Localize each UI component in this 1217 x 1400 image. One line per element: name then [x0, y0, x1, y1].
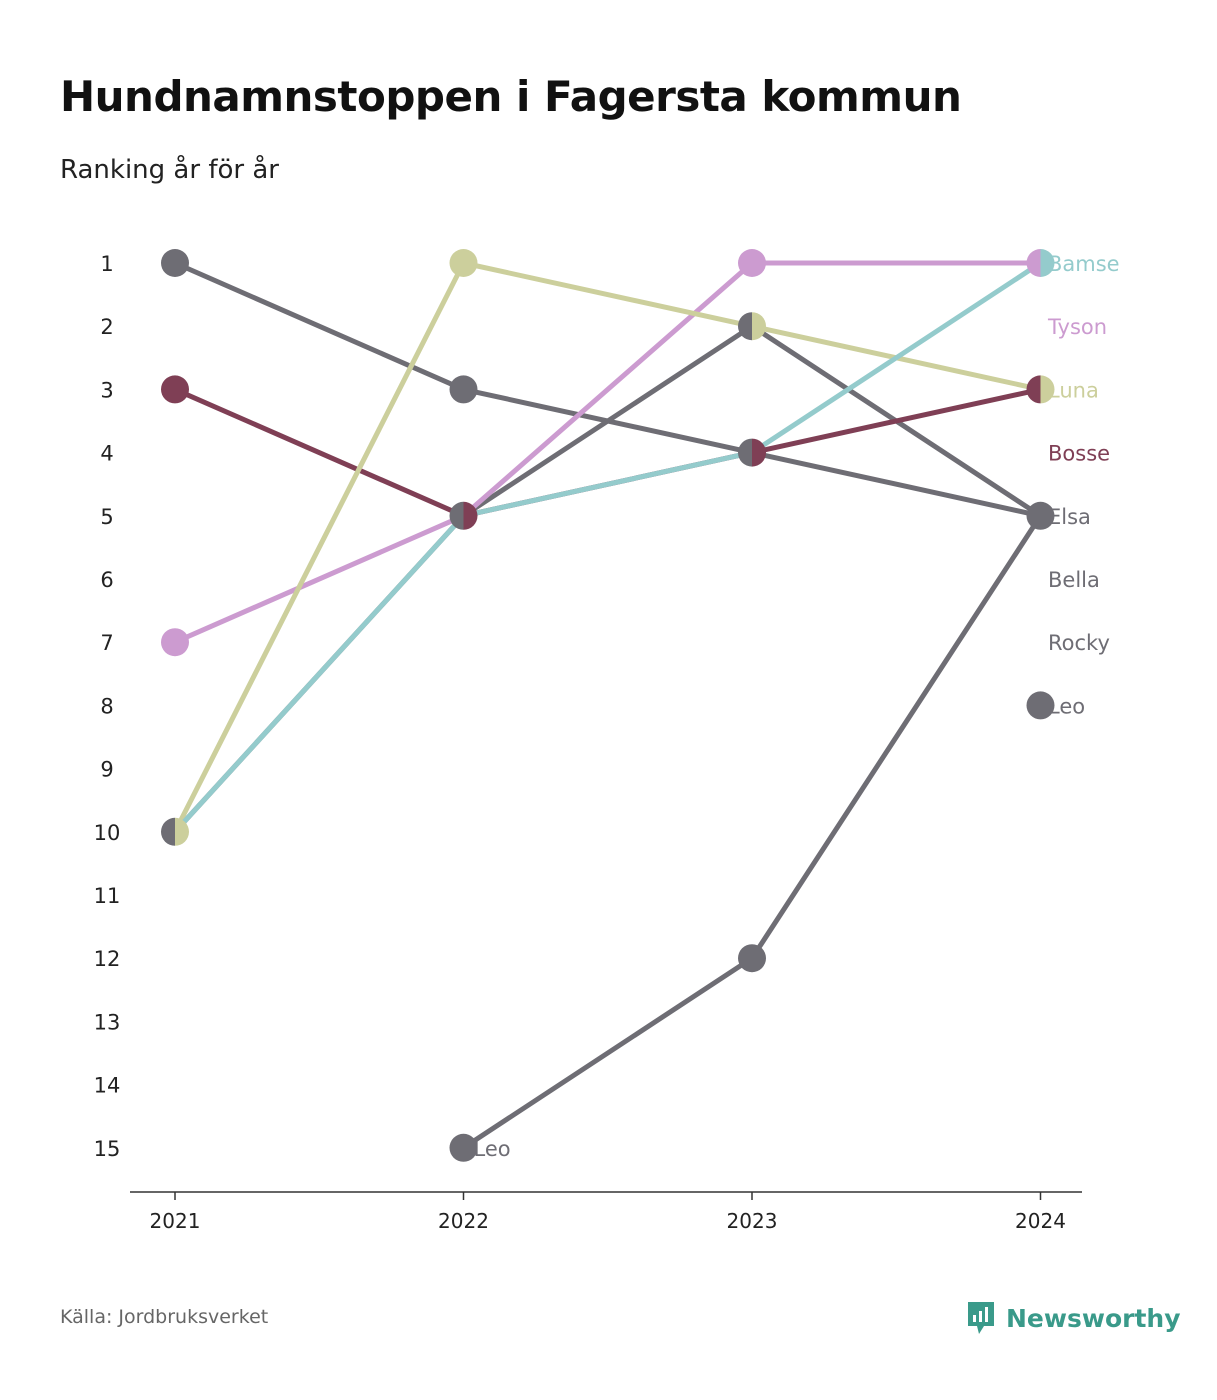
- marker-2023-rocky-luna-right-half: [752, 312, 766, 341]
- x-tick-label: 2024: [1015, 1209, 1066, 1233]
- brand-name: Newsworthy: [1006, 1303, 1181, 1333]
- x-tick-label: 2021: [150, 1209, 201, 1233]
- marker-2021-rocky-luna-bamse[interactable]: [161, 817, 190, 846]
- marker-2021-rocky-luna-bamse-right-half: [175, 817, 190, 846]
- bump-chart: BamseTysonLunaBosseElsaBellaRockyLeoLeo …: [94, 249, 1120, 1233]
- y-tick-label: 6: [100, 568, 113, 592]
- marker-2023-elsa[interactable]: [738, 944, 766, 973]
- marker-2022-bella[interactable]: [449, 375, 478, 404]
- y-tick-label: 8: [100, 694, 113, 718]
- marker-2022-elsa[interactable]: [449, 1133, 478, 1162]
- marker-2021-bella[interactable]: [161, 249, 189, 277]
- end-label-bosse: Bosse: [1048, 442, 1110, 466]
- series-line-tyson: [172, 260, 1043, 645]
- marker-2021-tyson[interactable]: [161, 628, 189, 657]
- marker-2023-rocky-luna[interactable]: [738, 312, 766, 341]
- end-label-luna: Luna: [1048, 378, 1099, 402]
- y-tick-label: 15: [94, 1137, 121, 1161]
- marker-2024-bosse-luna[interactable]: [1026, 375, 1055, 404]
- marker-2022-rocky-bosse-tyson-bamse-right-half: [463, 501, 478, 530]
- marker-2021-bosse[interactable]: [161, 375, 189, 404]
- series-line-elsa: [461, 513, 1043, 1151]
- end-label-bamse: Bamse: [1048, 252, 1120, 276]
- marker-2022-luna[interactable]: [449, 249, 478, 277]
- marker-2023-rocky-luna-left-half: [738, 312, 752, 341]
- y-tick-label: 14: [94, 1074, 121, 1098]
- series-lines: [172, 260, 1043, 1151]
- y-tick-label: 13: [94, 1010, 121, 1034]
- marker-2023-bella-bosse-bamse-right-half: [752, 438, 766, 467]
- chart-title: Hundnamnstoppen i Fagersta kommun: [60, 72, 962, 121]
- marker-2023-tyson[interactable]: [738, 249, 766, 277]
- y-tick-label: 2: [100, 315, 113, 339]
- y-tick-label: 5: [100, 505, 113, 529]
- series-line-bosse: [172, 386, 1043, 519]
- marker-2023-bella-bosse-bamse[interactable]: [738, 438, 766, 467]
- end-label-rocky: Rocky: [1048, 631, 1110, 655]
- y-tick-label: 1: [100, 252, 113, 276]
- y-tick-label: 12: [94, 947, 121, 971]
- series-markers: [161, 249, 1055, 1162]
- marker-2024-bosse-luna-left-half: [1026, 375, 1041, 404]
- marker-2024-bosse-luna-right-half: [1040, 375, 1055, 404]
- series-labels: Bamse Tyson Luna Bosse Elsa Bella Rocky Leo Leo: [474, 252, 1120, 1161]
- y-tick-label: 4: [100, 442, 113, 466]
- marker-2024-tyson-bamse[interactable]: [1026, 249, 1055, 277]
- end-label-tyson: Tyson: [1047, 315, 1107, 339]
- marker-2024-bella-rocky-elsa[interactable]: [1026, 501, 1055, 530]
- end-label-elsa: Elsa: [1048, 505, 1091, 529]
- series-line-bamse: [172, 260, 1043, 835]
- chart-subtitle: Ranking år för år: [60, 155, 279, 185]
- y-tick-label: 9: [100, 758, 113, 782]
- marker-2022-rocky-bosse-tyson-bamse-left-half: [449, 501, 464, 530]
- marker-2023-bella-bosse-bamse-left-half: [738, 438, 752, 467]
- marker-2024-tyson-bamse-right-half: [1040, 249, 1055, 277]
- marker-2022-rocky-bosse-tyson-bamse[interactable]: [449, 501, 478, 530]
- newsworthy-logo-icon: [968, 1302, 994, 1334]
- y-tick-label: 3: [100, 378, 113, 402]
- end-label-leo: Leo: [1048, 694, 1085, 718]
- marker-2021-rocky-luna-bamse-left-half: [161, 817, 175, 846]
- y-tick-label: 7: [100, 631, 113, 655]
- brand-logo[interactable]: Newsworthy: [966, 1300, 1181, 1336]
- x-tick-label: 2023: [727, 1209, 778, 1233]
- source-note: Källa: Jordbruksverket: [60, 1306, 269, 1328]
- y-tick-label: 10: [94, 821, 121, 845]
- end-label-bella: Bella: [1048, 568, 1100, 592]
- x-tick-label: 2022: [438, 1209, 489, 1233]
- marker-2024-leo[interactable]: [1026, 691, 1055, 720]
- annotation-leo: Leo: [474, 1137, 511, 1161]
- marker-2024-tyson-bamse-left-half: [1026, 249, 1041, 277]
- y-tick-label: 11: [94, 884, 121, 908]
